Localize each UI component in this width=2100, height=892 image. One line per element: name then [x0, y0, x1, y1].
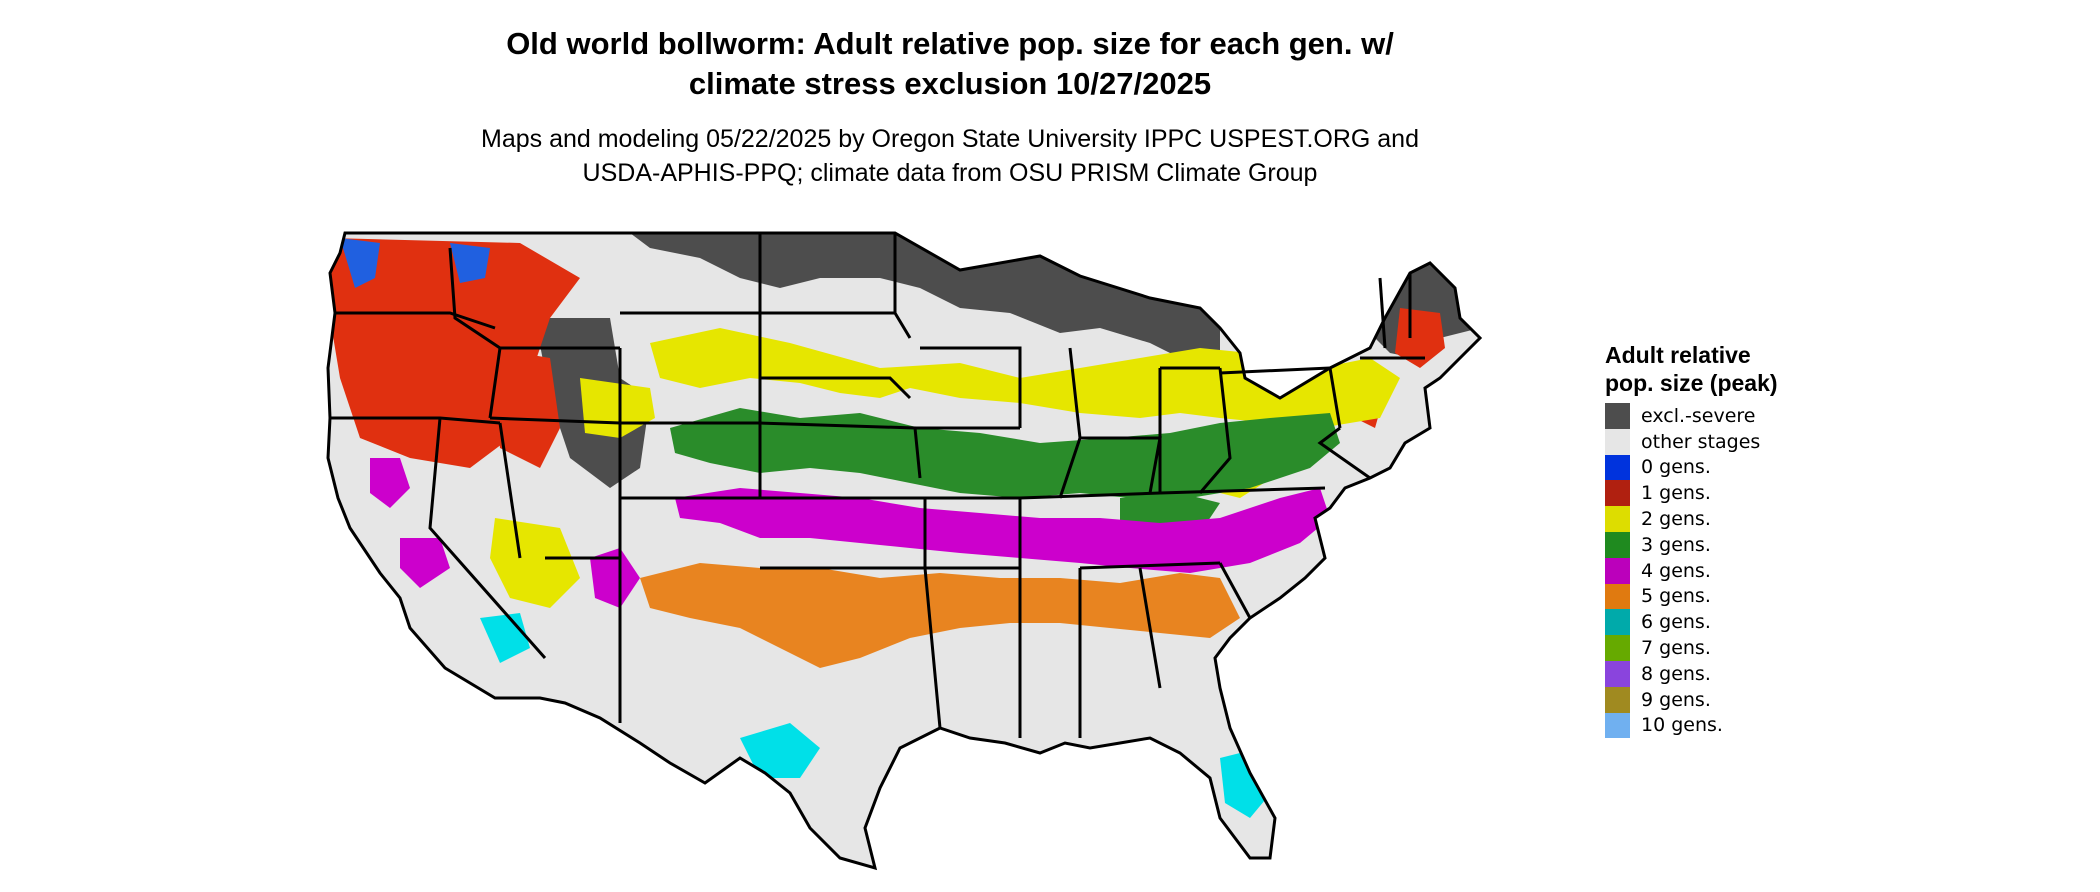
- subtitle-line-1: Maps and modeling 05/22/2025 by Oregon S…: [481, 125, 1419, 153]
- legend-label: 2 gens.: [1641, 508, 1711, 531]
- legend-swatch: [1605, 428, 1630, 455]
- subtitle-line-2: USDA-APHIS-PPQ; climate data from OSU PR…: [582, 159, 1318, 187]
- legend-swatch: [1605, 454, 1630, 481]
- region-4-gen-band: [675, 488, 1330, 573]
- legend-item: excl.-severe: [1605, 403, 1835, 429]
- map-legend: Adult relative pop. size (peak) excl.-se…: [1605, 341, 1835, 739]
- legend-label: 3 gens.: [1641, 533, 1711, 556]
- legend-label: excl.-severe: [1641, 404, 1756, 427]
- legend-item: 8 gens.: [1605, 660, 1835, 687]
- region-0-gen: [340, 238, 490, 288]
- us-generations-map: [326, 231, 1483, 871]
- legend-label: 7 gens.: [1641, 637, 1711, 660]
- legend-swatch: [1605, 712, 1630, 739]
- legend-item: 1 gens.: [1605, 480, 1835, 507]
- legend-item: 5 gens.: [1605, 583, 1835, 610]
- region-1-gen-mountains: [490, 348, 560, 468]
- legend-swatch: [1605, 403, 1630, 429]
- legend-swatch: [1605, 531, 1630, 558]
- legend-label: 10 gens.: [1641, 714, 1723, 737]
- legend-item: 2 gens.: [1605, 506, 1835, 532]
- legend-swatch: [1605, 660, 1630, 687]
- legend-swatch: [1605, 635, 1630, 661]
- legend-swatch: [1605, 506, 1630, 532]
- legend-item: 4 gens.: [1605, 557, 1835, 584]
- region-4-gen-california: [370, 458, 450, 588]
- legend-item: 10 gens.: [1605, 712, 1835, 739]
- region-6-gen-texas-coast: [740, 723, 820, 778]
- region-5-gen-band: [640, 563, 1240, 668]
- us-outline: [326, 231, 1483, 871]
- legend-label: 0 gens.: [1641, 456, 1711, 479]
- legend-title: Adult relative pop. size (peak): [1605, 342, 1778, 396]
- state-boundaries: [326, 231, 1483, 871]
- legend-item: 0 gens.: [1605, 454, 1835, 481]
- map-title: Old world bollworm: Adult relative pop. …: [440, 24, 1460, 104]
- legend-swatch: [1605, 557, 1630, 584]
- region-2-gen-southwest: [490, 518, 580, 608]
- legend-label: 1 gens.: [1641, 482, 1711, 505]
- legend-item: other stages: [1605, 428, 1835, 455]
- legend-item: 9 gens.: [1605, 686, 1835, 713]
- legend-item: 3 gens.: [1605, 531, 1835, 558]
- legend-item: 7 gens.: [1605, 635, 1835, 661]
- legend-swatch: [1605, 609, 1630, 636]
- map-raster: [328, 233, 1480, 868]
- legend-label: 6 gens.: [1641, 611, 1711, 634]
- legend-label: 9 gens.: [1641, 688, 1711, 711]
- legend-label: 8 gens.: [1641, 662, 1711, 685]
- title-line-1: Old world bollworm: Adult relative pop. …: [506, 26, 1394, 61]
- legend-label: 5 gens.: [1641, 585, 1711, 608]
- legend-items: excl.-severe other stages 0 gens. 1 gens. 2 …: [1605, 403, 1835, 739]
- legend-swatch: [1605, 480, 1630, 507]
- title-line-2: climate stress exclusion 10/27/2025: [688, 66, 1212, 101]
- legend-swatch: [1605, 583, 1630, 610]
- map-subtitle: Maps and modeling 05/22/2025 by Oregon S…: [420, 122, 1480, 190]
- legend-item: 6 gens.: [1605, 609, 1835, 636]
- legend-label: other stages: [1641, 430, 1761, 453]
- region-4-gen-new-mexico: [590, 548, 640, 608]
- legend-swatch: [1605, 686, 1630, 713]
- region-2-gen-band: [650, 328, 1400, 428]
- legend-label: 4 gens.: [1641, 559, 1711, 582]
- region-3-gen-band: [670, 408, 1340, 498]
